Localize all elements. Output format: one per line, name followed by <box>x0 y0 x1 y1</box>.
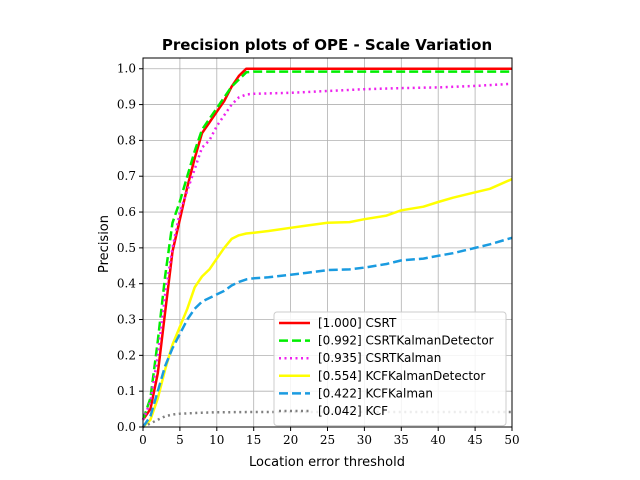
x-axis-label: Location error threshold <box>249 455 405 470</box>
x-tick-label: 0 <box>139 433 147 447</box>
legend-box <box>273 311 507 427</box>
x-tick-label: 20 <box>283 433 298 447</box>
series-line-4 <box>142 177 513 428</box>
legend-label: [0.935] CSRTKalman <box>318 351 441 365</box>
legend-label: [0.042] KCF <box>318 404 388 418</box>
legend: [1.000] CSRT [0.992] CSRTKalmanDetector [0… <box>273 311 507 427</box>
x-tick-label: 10 <box>209 433 224 447</box>
legend-label: [0.554] KCFKalmanDetector <box>318 369 485 383</box>
legend-label: [0.422] KCFKalman <box>318 386 433 400</box>
series-line-1 <box>141 67 512 421</box>
y-tick-label: 0.9 <box>117 98 136 112</box>
x-tick-label: 5 <box>176 433 184 447</box>
y-tick-label: 0.8 <box>117 133 136 147</box>
y-tick-label: 0.4 <box>117 277 136 291</box>
x-tick-label: 30 <box>357 433 372 447</box>
y-axis-label: Precision <box>97 215 112 273</box>
y-tick-label: 1.0 <box>117 62 136 76</box>
series-line-6 <box>142 410 512 429</box>
y-tick-label: 0.6 <box>117 205 136 219</box>
x-tick-label: 50 <box>504 433 519 447</box>
legend-label: [0.992] CSRTKalmanDetector <box>318 334 494 348</box>
y-tick-label: 0.5 <box>117 241 136 255</box>
x-tick-label: 40 <box>431 433 446 447</box>
x-tick-label: 15 <box>246 433 261 447</box>
y-tick-label: 0.3 <box>117 313 136 327</box>
y-tick-label: 0.1 <box>117 384 136 398</box>
y-tick-label: 0.2 <box>117 348 136 362</box>
legend-label: [1.000] CSRT <box>318 316 397 330</box>
x-tick-label: 45 <box>467 433 482 447</box>
y-tick-label: 0.0 <box>117 420 136 434</box>
series-line-5 <box>141 236 513 428</box>
series-lines <box>141 67 513 429</box>
series-line-3 <box>141 82 513 421</box>
x-tick-label: 35 <box>394 433 409 447</box>
axis-ticks: 0 5 10 15 20 25 30 35 40 45 50 0.0 0.1 0.2 0.3 0.4 0.5 0.… <box>117 62 520 447</box>
series-line-2 <box>141 70 512 421</box>
chart-title: Precision plots of OPE - Scale Variation <box>162 36 492 54</box>
x-tick-label: 25 <box>320 433 335 447</box>
y-tick-label: 0.7 <box>117 169 136 183</box>
